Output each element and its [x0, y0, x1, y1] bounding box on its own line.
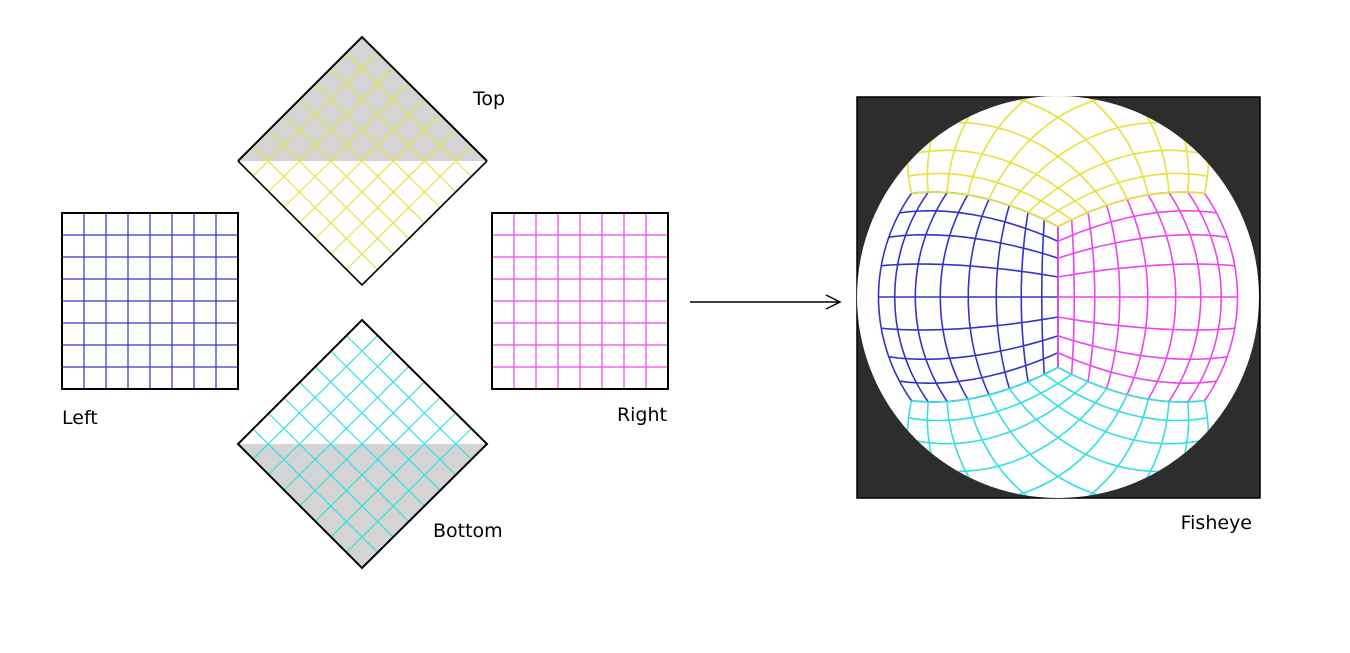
right-face-border: [491, 212, 669, 390]
fisheye-label: Fisheye: [1181, 512, 1252, 534]
fisheye-bottom-gridline: [946, 401, 1148, 498]
top-grid-line-b: [283, 114, 410, 239]
arrow-head: [825, 294, 842, 310]
left-face: [61, 212, 239, 390]
fisheye-top-gridline: [1009, 96, 1190, 193]
bottom-grid-line-a: [345, 428, 472, 553]
fisheye-left-gridline: [995, 205, 1011, 389]
fisheye-image: [856, 96, 1261, 499]
fisheye-top-gridline: [908, 172, 1073, 221]
right-face: [491, 212, 669, 390]
fisheye-bottom-gridline: [919, 394, 1128, 498]
top-grid-line-b: [252, 145, 379, 270]
bottom-grid-line-b: [283, 397, 410, 522]
top-label: Top: [472, 88, 505, 110]
bottom-grid-line-a: [314, 397, 441, 522]
fisheye-top-gridline: [911, 191, 1059, 228]
fisheye-top-gridline: [1057, 191, 1205, 228]
fisheye-top-gridline: [1027, 149, 1209, 213]
top-face-shaded-half: [238, 37, 487, 161]
top-face-border-lower: [237, 160, 488, 287]
top-grid-line-a: [330, 129, 457, 255]
fisheye-bottom-gridline: [907, 381, 1089, 445]
fisheye-top-gridline: [946, 96, 1148, 193]
fisheye-right-gridline: [1147, 194, 1177, 400]
fisheye-bottom-gridline: [1027, 381, 1209, 445]
left-face-border: [61, 212, 239, 390]
fisheye-top-gridline: [1043, 172, 1208, 221]
fisheye-right-gridline: [1187, 191, 1223, 403]
arrow: [690, 294, 842, 310]
fisheye-bottom-gridline: [1009, 401, 1190, 498]
bottom-face-border: [236, 318, 489, 570]
fisheye-grid: [877, 96, 1239, 498]
fisheye-left-gridline: [881, 263, 1059, 278]
fisheye-bottom-gridline: [911, 366, 1059, 403]
fisheye-left-gridline: [1041, 219, 1046, 375]
fisheye-top-gridline: [907, 149, 1089, 213]
fisheye-bottom-gridline: [908, 373, 1073, 422]
fisheye-bottom-gridline: [1043, 373, 1208, 422]
top-grid-line-b: [299, 98, 425, 224]
fisheye-right-gridline: [1203, 192, 1239, 402]
bottom-grid-line-b: [252, 428, 379, 553]
fisheye-right-gridline: [1057, 210, 1217, 243]
top-face-grid: [252, 52, 472, 270]
bottom-grid-line-b: [299, 381, 425, 507]
bottom-face-grid: [252, 335, 472, 553]
fisheye-bottom-gridline: [968, 401, 1170, 498]
fisheye-top-gridline: [968, 96, 1170, 193]
fisheye-left-gridline: [1020, 212, 1029, 382]
left-face-grid: [62, 213, 238, 389]
fisheye-bottom-gridline: [1057, 366, 1205, 403]
fisheye-top-gridline: [919, 96, 1128, 200]
fisheye-left-gridline: [899, 210, 1059, 243]
fisheye-right-gridline: [1168, 192, 1202, 402]
fisheye-left-gridline: [888, 233, 1059, 259]
fisheye-top-gridline: [926, 96, 1107, 193]
right-face-grid: [492, 213, 668, 389]
left-label: Left: [62, 407, 98, 429]
fisheye-bottom-gridline: [926, 401, 1107, 498]
bottom-label: Bottom: [433, 520, 503, 542]
top-grid-line-a: [345, 145, 472, 270]
fisheye-right-gridline: [1057, 233, 1228, 259]
top-face: [237, 35, 488, 287]
fisheye-right-gridline: [1057, 263, 1235, 278]
top-grid-line-b: [267, 129, 394, 255]
bottom-grid-line-b: [267, 412, 394, 538]
right-label: Right: [617, 404, 667, 426]
bottom-grid-line-a: [330, 412, 457, 538]
top-face-border-upper: [237, 35, 488, 162]
top-grid-line-a: [314, 114, 441, 239]
